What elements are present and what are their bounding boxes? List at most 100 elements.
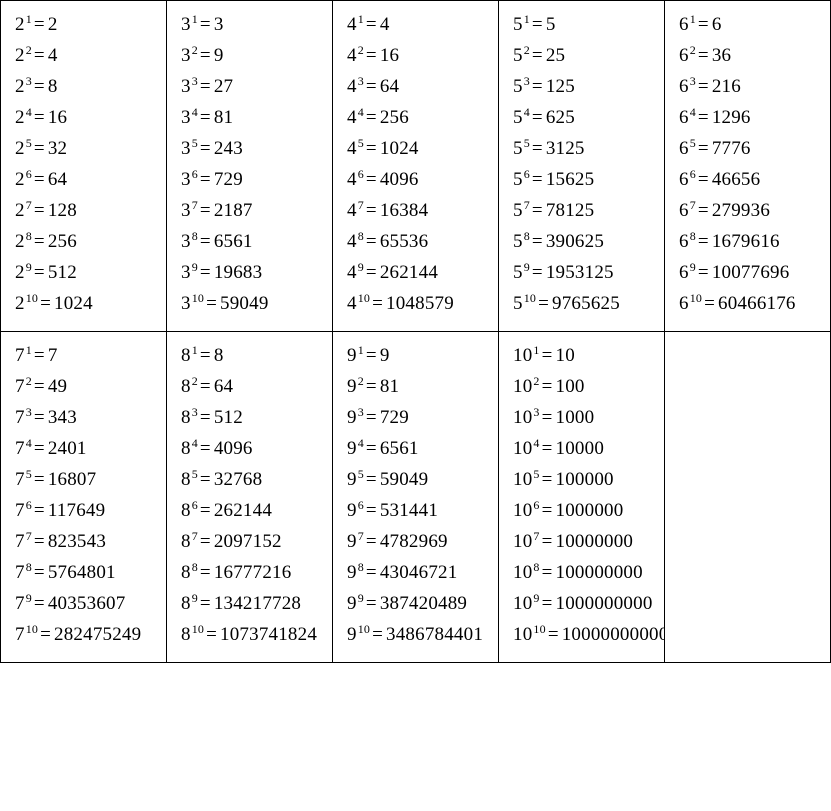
equals-symbol: = bbox=[366, 107, 377, 128]
power-row: 73=343 bbox=[15, 408, 158, 427]
equals-symbol: = bbox=[200, 107, 211, 128]
power-row: 74=2401 bbox=[15, 439, 158, 458]
base-value: 4 bbox=[347, 138, 357, 159]
exponent-value: 9 bbox=[690, 260, 696, 274]
result-value: 64 bbox=[48, 169, 67, 190]
power-row: 51=5 bbox=[513, 15, 656, 34]
base-value: 3 bbox=[181, 169, 191, 190]
base-value: 8 bbox=[181, 438, 191, 459]
result-value: 1679616 bbox=[712, 231, 780, 252]
base-value: 9 bbox=[347, 500, 357, 521]
result-value: 1000000 bbox=[556, 500, 624, 521]
power-row: 38=6561 bbox=[181, 232, 324, 251]
base-value: 8 bbox=[181, 500, 191, 521]
exponent-value: 3 bbox=[192, 74, 198, 88]
exponent-value: 2 bbox=[358, 43, 364, 57]
result-value: 16 bbox=[48, 107, 67, 128]
base-value: 7 bbox=[15, 469, 25, 490]
equals-symbol: = bbox=[532, 231, 543, 252]
result-value: 216 bbox=[712, 76, 741, 97]
equals-symbol: = bbox=[532, 107, 543, 128]
base-value: 2 bbox=[15, 169, 25, 190]
base-value: 4 bbox=[347, 45, 357, 66]
base-value: 3 bbox=[181, 293, 191, 314]
result-value: 2 bbox=[48, 14, 58, 35]
base-value: 8 bbox=[181, 562, 191, 583]
exponent-value: 2 bbox=[533, 374, 539, 388]
result-value: 1048579 bbox=[386, 293, 454, 314]
cell-base-9: 91=992=8193=72994=656195=5904996=5314419… bbox=[333, 332, 499, 663]
equals-symbol: = bbox=[366, 562, 377, 583]
result-value: 343 bbox=[48, 407, 77, 428]
power-row: 33=27 bbox=[181, 77, 324, 96]
exponent-value: 7 bbox=[358, 198, 364, 212]
power-row: 85=32768 bbox=[181, 470, 324, 489]
equals-symbol: = bbox=[34, 138, 45, 159]
equals-symbol: = bbox=[34, 169, 45, 190]
equals-symbol: = bbox=[698, 76, 709, 97]
power-row: 37=2187 bbox=[181, 201, 324, 220]
equals-symbol: = bbox=[372, 293, 383, 314]
base-value: 10 bbox=[513, 407, 532, 428]
result-value: 7 bbox=[48, 345, 58, 366]
base-value: 2 bbox=[15, 262, 25, 283]
exponent-value: 8 bbox=[524, 229, 530, 243]
power-row: 22=4 bbox=[15, 46, 158, 65]
base-value: 9 bbox=[347, 345, 357, 366]
result-value: 46656 bbox=[712, 169, 761, 190]
exponent-value: 7 bbox=[358, 529, 364, 543]
equals-symbol: = bbox=[542, 438, 553, 459]
equals-symbol: = bbox=[200, 407, 211, 428]
exponent-value: 10 bbox=[26, 291, 38, 305]
base-value: 9 bbox=[347, 407, 357, 428]
equals-symbol: = bbox=[200, 45, 211, 66]
cell-base-10: 101=10102=100103=1000104=10000105=100000… bbox=[499, 332, 665, 663]
power-row: 57=78125 bbox=[513, 201, 656, 220]
exponent-value: 4 bbox=[690, 105, 696, 119]
exponent-value: 8 bbox=[26, 229, 32, 243]
base-value: 5 bbox=[513, 138, 523, 159]
base-value: 10 bbox=[513, 438, 532, 459]
result-value: 16 bbox=[380, 45, 399, 66]
power-row: 71=7 bbox=[15, 346, 158, 365]
exponent-value: 5 bbox=[358, 467, 364, 481]
equals-symbol: = bbox=[206, 293, 217, 314]
equals-symbol: = bbox=[366, 262, 377, 283]
power-row: 24=16 bbox=[15, 108, 158, 127]
result-value: 1000 bbox=[556, 407, 595, 428]
power-row: 103=1000 bbox=[513, 408, 656, 427]
exponent-value: 6 bbox=[690, 167, 696, 181]
power-row: 93=729 bbox=[347, 408, 490, 427]
result-value: 100000 bbox=[556, 469, 614, 490]
power-row: 210=1024 bbox=[15, 294, 158, 313]
power-row: 99=387420489 bbox=[347, 594, 490, 613]
base-value: 2 bbox=[15, 200, 25, 221]
result-value: 6 bbox=[712, 14, 722, 35]
exponent-value: 2 bbox=[524, 43, 530, 57]
result-value: 128 bbox=[48, 200, 77, 221]
base-value: 8 bbox=[181, 345, 191, 366]
exponent-value: 1 bbox=[690, 12, 696, 26]
equals-symbol: = bbox=[34, 469, 45, 490]
equals-symbol: = bbox=[34, 593, 45, 614]
power-row: 102=100 bbox=[513, 377, 656, 396]
power-row: 36=729 bbox=[181, 170, 324, 189]
exponent-value: 7 bbox=[192, 529, 198, 543]
equals-symbol: = bbox=[366, 231, 377, 252]
power-row: 94=6561 bbox=[347, 439, 490, 458]
exponent-value: 3 bbox=[533, 405, 539, 419]
power-row: 78=5764801 bbox=[15, 563, 158, 582]
result-value: 10000000000 bbox=[562, 624, 665, 645]
exponent-value: 10 bbox=[192, 622, 204, 636]
equals-symbol: = bbox=[34, 107, 45, 128]
base-value: 2 bbox=[15, 76, 25, 97]
base-value: 2 bbox=[15, 45, 25, 66]
equals-symbol: = bbox=[366, 138, 377, 159]
equals-symbol: = bbox=[698, 138, 709, 159]
exponent-value: 2 bbox=[192, 374, 198, 388]
equals-symbol: = bbox=[34, 345, 45, 366]
equals-symbol: = bbox=[366, 438, 377, 459]
result-value: 10 bbox=[556, 345, 575, 366]
power-row: 105=100000 bbox=[513, 470, 656, 489]
result-value: 10077696 bbox=[712, 262, 790, 283]
